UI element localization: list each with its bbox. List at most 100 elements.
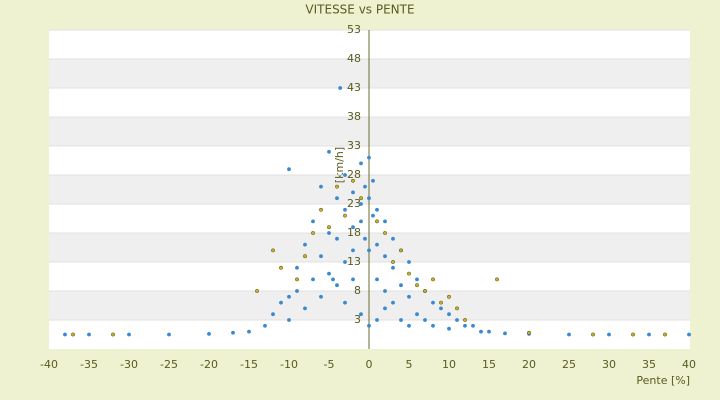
point [335, 283, 339, 288]
point [415, 277, 419, 282]
point [303, 306, 307, 311]
point [399, 318, 403, 322]
y-tick-label: 53 [347, 23, 361, 36]
x-tick-label: -5 [324, 358, 335, 371]
point [71, 332, 75, 337]
point [303, 242, 307, 247]
point [111, 332, 115, 337]
point [359, 312, 363, 317]
point [295, 289, 299, 293]
point [407, 294, 411, 299]
point [383, 219, 387, 224]
point [495, 277, 499, 282]
x-tick-label: 40 [682, 358, 696, 371]
point [279, 265, 283, 270]
x-tick-label: -15 [240, 358, 258, 371]
point [663, 332, 667, 337]
point [391, 265, 395, 270]
point [327, 149, 331, 154]
point [359, 161, 363, 166]
point [343, 173, 347, 177]
point [383, 231, 387, 235]
point [127, 332, 131, 337]
x-tick-label: 25 [562, 358, 576, 371]
point [343, 260, 347, 264]
x-tick-label: 0 [366, 358, 373, 371]
point [647, 332, 651, 337]
x-axis-title: Pente [%] [636, 374, 690, 387]
point [375, 318, 379, 322]
y-tick-label: 48 [347, 52, 361, 65]
point [591, 332, 595, 337]
point [371, 178, 375, 183]
point [311, 231, 315, 235]
point [455, 306, 459, 311]
y-tick-label: 38 [347, 110, 361, 123]
x-tick-label: 5 [406, 358, 413, 371]
chart-title: VITESSE vs PENTE [305, 3, 414, 17]
point [351, 277, 355, 282]
point [331, 277, 335, 282]
point [463, 323, 467, 328]
point [391, 260, 395, 264]
point [343, 207, 347, 212]
x-tick-label: -10 [280, 358, 298, 371]
x-tick-label: -40 [40, 358, 58, 371]
point [263, 323, 267, 328]
point [631, 332, 635, 337]
point [399, 248, 403, 253]
x-tick-label: 30 [602, 358, 616, 371]
point [311, 277, 315, 282]
x-tick-label: 10 [442, 358, 456, 371]
point [431, 323, 435, 328]
point [503, 331, 507, 336]
point [247, 329, 251, 334]
point [423, 289, 427, 293]
point [343, 213, 347, 218]
point [343, 300, 347, 305]
point [167, 332, 171, 337]
point [271, 248, 275, 253]
y-axis-title: [km/h] [333, 147, 346, 183]
point [319, 184, 323, 189]
x-tick-label: -20 [200, 358, 218, 371]
point [407, 323, 411, 328]
point [335, 184, 339, 189]
point [371, 213, 375, 218]
point [319, 294, 323, 299]
point [363, 184, 367, 189]
point [407, 271, 411, 276]
point [471, 323, 475, 328]
point [319, 207, 323, 212]
point [375, 277, 379, 282]
point [207, 332, 211, 336]
point [687, 332, 691, 337]
point [447, 294, 451, 299]
point [415, 283, 419, 288]
point [391, 300, 395, 305]
point [327, 225, 331, 230]
point [231, 330, 235, 335]
x-tick-label: -30 [120, 358, 138, 371]
point [255, 289, 259, 293]
point [399, 283, 403, 288]
point [407, 260, 411, 264]
point [367, 155, 371, 160]
point [383, 289, 387, 293]
point [351, 248, 355, 253]
point [63, 332, 67, 337]
point [359, 219, 363, 224]
y-tick-label: 23 [347, 197, 361, 210]
x-tick-label: 20 [522, 358, 536, 371]
point [367, 323, 371, 328]
point [295, 265, 299, 270]
point [271, 312, 275, 317]
point [279, 300, 283, 305]
point [359, 196, 363, 201]
y-tick-label: 3 [354, 313, 361, 326]
point [415, 312, 419, 317]
point [375, 219, 379, 224]
point [287, 294, 291, 299]
point [375, 207, 379, 212]
